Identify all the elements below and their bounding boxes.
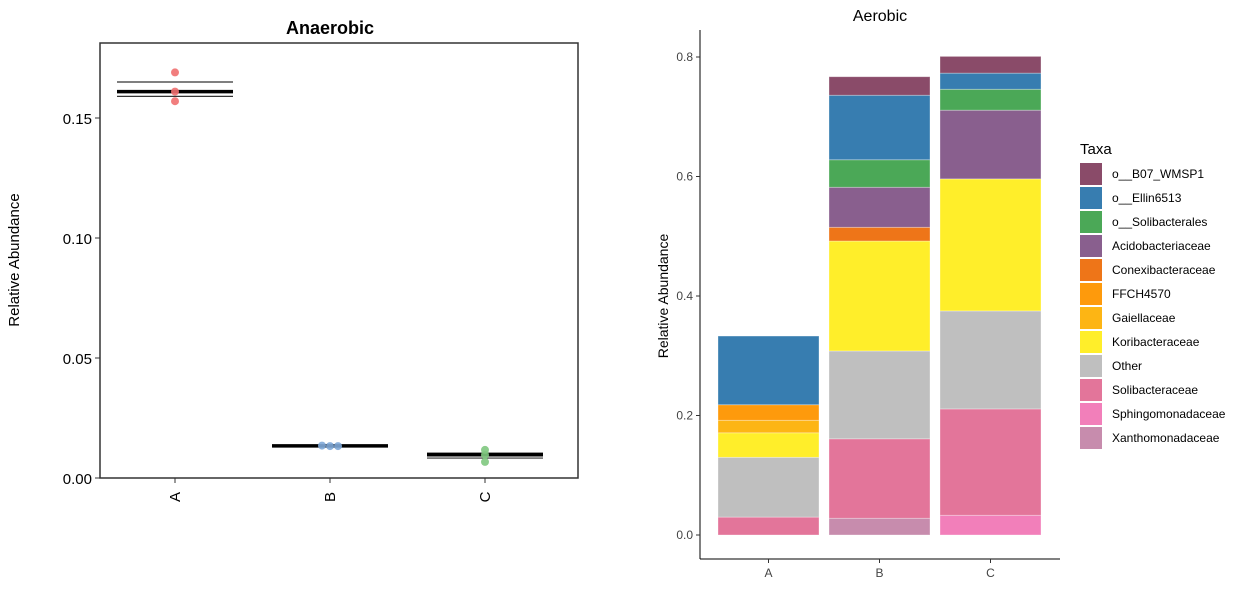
bar-segment xyxy=(717,404,820,421)
y-tick-label: 0.4 xyxy=(676,289,693,303)
x-tick-label: B xyxy=(875,566,883,580)
data-point xyxy=(481,457,489,466)
data-point xyxy=(171,68,179,77)
y-tick-label: 0.15 xyxy=(63,111,92,128)
bar-segment xyxy=(828,186,931,228)
legend-swatch xyxy=(1080,379,1102,401)
data-point xyxy=(334,442,342,451)
bar-segment xyxy=(828,226,931,242)
legend-swatch xyxy=(1080,259,1102,281)
bar-segment xyxy=(939,88,1042,111)
bar-segment xyxy=(828,240,931,352)
legend-swatch xyxy=(1080,355,1102,377)
y-tick-label: 0.2 xyxy=(676,409,693,423)
legend-swatch xyxy=(1080,187,1102,209)
x-tick-label: C xyxy=(986,566,995,580)
bar-segment xyxy=(939,514,1042,536)
bar-segment xyxy=(939,72,1042,90)
x-tick-label: A xyxy=(764,566,772,580)
legend-label: Koribacteraceae xyxy=(1112,335,1200,349)
bar-segment xyxy=(828,94,931,161)
bar-segment xyxy=(939,56,1042,74)
x-tick-label: C xyxy=(477,491,494,502)
legend-label: Xanthomonadaceae xyxy=(1112,431,1220,445)
data-point xyxy=(171,87,179,96)
legend-label: o__Ellin6513 xyxy=(1112,191,1182,205)
bar-segment xyxy=(828,350,931,440)
y-tick-label: 0.0 xyxy=(676,528,693,542)
bar-segment xyxy=(939,310,1042,410)
y-axis-label: Relative Abundance xyxy=(655,234,671,359)
bar-segment xyxy=(939,408,1042,516)
legend-label: Sphingomonadaceae xyxy=(1112,407,1226,421)
legend-swatch xyxy=(1080,163,1102,185)
y-tick-label: 0.00 xyxy=(63,471,92,488)
chart-title: Aerobic xyxy=(853,8,907,25)
legend-label: o__B07_WMSP1 xyxy=(1112,167,1204,181)
bar-segment xyxy=(939,178,1042,312)
bar-segment xyxy=(717,335,820,406)
y-tick-label: 0.8 xyxy=(676,50,693,64)
legend-label: Conexibacteraceae xyxy=(1112,263,1216,277)
x-tick-label: B xyxy=(322,492,339,502)
legend-swatch xyxy=(1080,331,1102,353)
data-point xyxy=(318,441,326,450)
data-point xyxy=(481,450,489,459)
data-point xyxy=(171,97,179,106)
bar-segment xyxy=(828,76,931,96)
legend-swatch xyxy=(1080,307,1102,329)
legend-swatch xyxy=(1080,283,1102,305)
legend-title: Taxa xyxy=(1080,141,1112,158)
bar-segment xyxy=(717,419,820,434)
bar-segment xyxy=(828,438,931,519)
bar-segment xyxy=(717,516,820,536)
legend-label: Solibacteraceae xyxy=(1112,383,1198,397)
legend-label: Gaiellaceae xyxy=(1112,311,1176,325)
y-tick-label: 0.6 xyxy=(676,170,693,184)
legend-label: Other xyxy=(1112,359,1142,373)
bar-segment xyxy=(828,517,931,536)
bar-segment xyxy=(828,159,931,188)
bar-segment xyxy=(717,456,820,518)
chart-title: Anaerobic xyxy=(286,18,374,38)
y-axis-label: Relative Abundance xyxy=(6,193,23,326)
x-tick-label: A xyxy=(167,492,184,502)
y-tick-label: 0.05 xyxy=(63,351,92,368)
legend-label: o__Solibacterales xyxy=(1112,215,1207,229)
legend-swatch xyxy=(1080,235,1102,257)
y-tick-label: 0.10 xyxy=(63,231,92,248)
bar-segment xyxy=(939,109,1042,180)
legend-label: FFCH4570 xyxy=(1112,287,1171,301)
plot-panel xyxy=(99,42,579,479)
legend-swatch xyxy=(1080,403,1102,425)
data-point xyxy=(326,442,334,451)
legend-swatch xyxy=(1080,427,1102,449)
bar-segment xyxy=(717,432,820,458)
legend-label: Acidobacteriaceae xyxy=(1112,239,1211,253)
legend-swatch xyxy=(1080,211,1102,233)
